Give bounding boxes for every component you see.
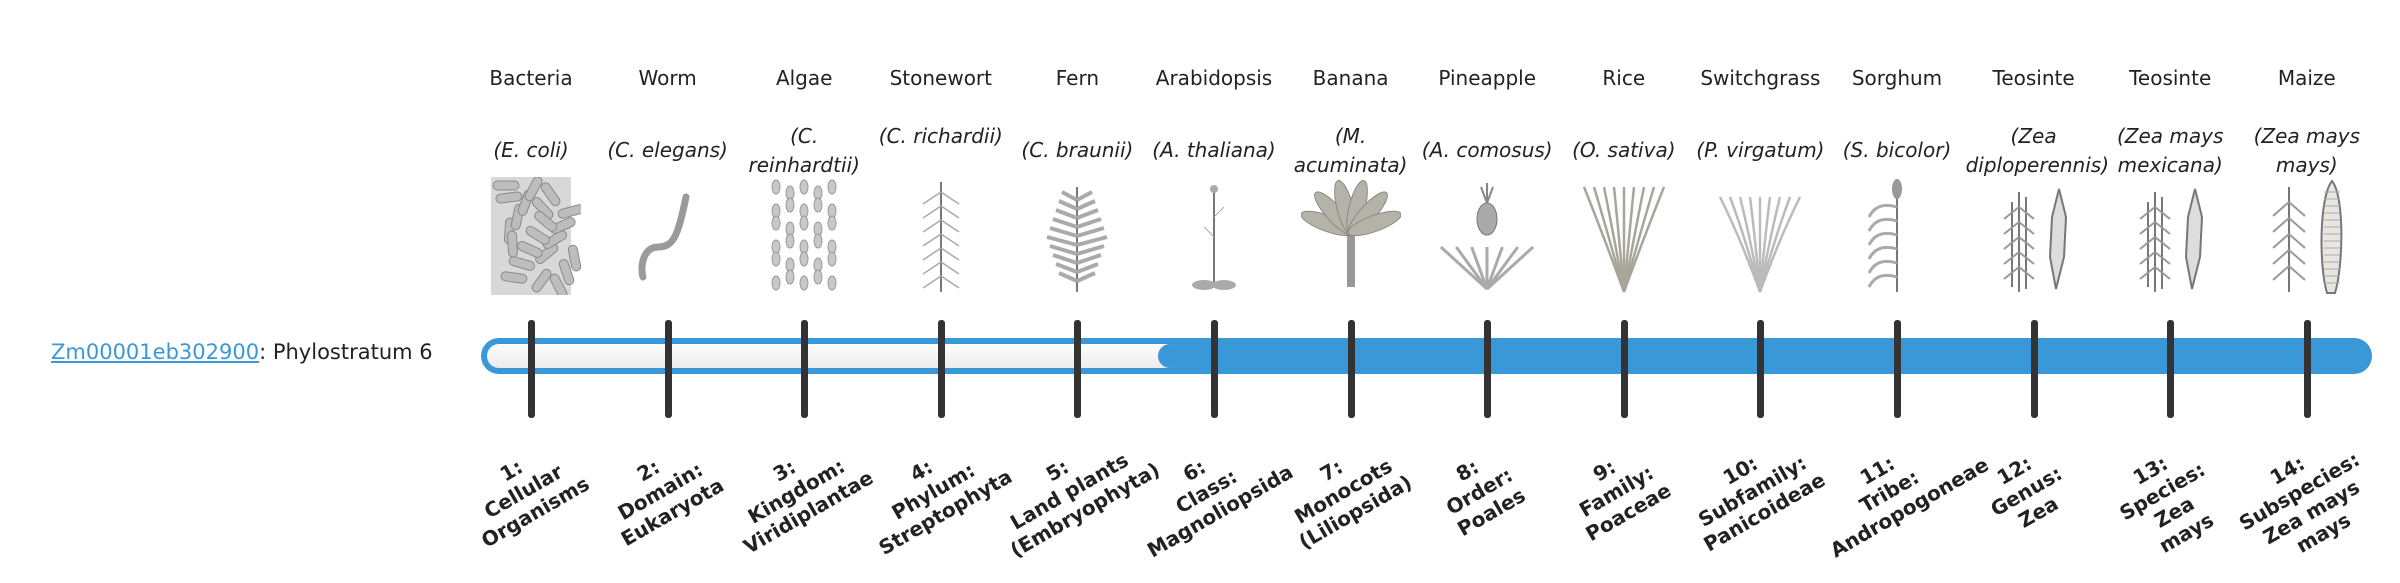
organism-species: (A. thaliana): [1152, 138, 1276, 162]
organism-species: (Zea mays mays): [2253, 124, 2360, 177]
organism-name: Worm: [638, 66, 697, 90]
organism-illustration: [1966, 177, 2102, 295]
stratum-tick: [801, 320, 809, 418]
organism-illustration: [1146, 177, 1282, 295]
stratum-label: 7: Monocots (Liliopsida): [1256, 420, 1431, 562]
organism-species: (P. virgatum): [1696, 138, 1825, 162]
stratum-label: 1: Cellular Organisms: [436, 420, 611, 562]
organism-illustration: [2102, 177, 2238, 295]
organism-name: Sorghum: [1851, 66, 1943, 90]
arabidopsis-icon: [1192, 185, 1236, 290]
stratum-tick: [2030, 320, 2038, 418]
stratum-label: 8: Order: Poales: [1392, 420, 1567, 562]
organism-name: Teosinte: [1992, 66, 2075, 90]
organism-name: Maize: [2277, 66, 2336, 90]
stratum-tick: [1347, 320, 1355, 418]
stratum-label: 6: Class: Magnoliopsida: [1119, 420, 1297, 563]
stratum-label: 3: Kingdom: Viridiplantae: [709, 420, 884, 562]
pineapple-icon: [1440, 183, 1535, 291]
organism-illustration: [1009, 177, 1145, 295]
switchgrass-icon: [1719, 196, 1802, 293]
phylostratum-bar: [481, 338, 2372, 374]
stratum-tick: [1894, 320, 1901, 418]
gene-phylostratum-label: Zm00001eb302900: Phylostratum 6: [51, 340, 433, 364]
organism-name: Switchgrass: [1700, 66, 1821, 90]
organism-species: (O. sativa): [1572, 138, 1676, 162]
fern-icon: [1046, 187, 1108, 292]
organism-species: (C. elegans): [607, 138, 728, 162]
stratum-tick: [937, 320, 945, 418]
organism-illustration: [736, 177, 872, 295]
stratum-tick: [2303, 320, 2311, 418]
gene-id-link[interactable]: Zm00001eb302900: [51, 340, 260, 364]
organism-name: Arabidopsis: [1155, 66, 1273, 90]
teosinte-icon: [2139, 188, 2204, 292]
organism-illustration: [1556, 177, 1692, 295]
organism-name: Pineapple: [1438, 66, 1537, 90]
bacteria-rods-icon: [491, 177, 581, 295]
organism-illustration: [1283, 177, 1419, 295]
organism-illustration: [600, 177, 736, 295]
stratum-tick: [1620, 320, 1628, 418]
stratum-label: 2: Domain: Eukaryota: [573, 420, 748, 562]
stratum-label: 12: Genus: Zea: [1939, 420, 2114, 562]
organism-species: (A. comosus): [1421, 138, 1553, 162]
stonewort-icon: [922, 182, 960, 292]
organism-species: (M. acuminata): [1293, 124, 1408, 177]
algae-cells-icon: [771, 179, 837, 291]
organism-species: (C. braunii): [1021, 138, 1134, 162]
organism-species: (S. bicolor): [1842, 138, 1952, 162]
stratum-label: 5: Land plants (Embryophyta): [982, 420, 1164, 563]
organism-illustration: [1692, 177, 1828, 295]
organism-name: Teosinte: [2129, 66, 2212, 90]
organism-name: Algae: [775, 66, 833, 90]
organism-species: (Zea diploperennis): [1965, 124, 2109, 177]
stratum-label: 9: Family: Poaceae: [1529, 420, 1704, 562]
sorghum-icon: [1867, 179, 1902, 292]
organism-illustration: [463, 177, 599, 295]
worm-icon: [638, 193, 690, 281]
organism-species: (Zea mays mexicana): [2116, 124, 2224, 177]
organism-name: Banana: [1312, 66, 1389, 90]
stratum-tick: [2167, 320, 2175, 418]
stratum-label: 11: Tribe: Andropogoneae: [1802, 420, 1993, 562]
organism-illustration: [873, 177, 1009, 295]
stratum-tick: [1211, 320, 1218, 418]
organism-illustration: [1829, 177, 1965, 295]
banana-plant-icon: [1300, 180, 1401, 287]
teosinte-icon: [2002, 188, 2067, 292]
rice-icon: [1582, 186, 1665, 293]
organism-name: Rice: [1602, 66, 1646, 90]
organism-species: (C. richardii): [878, 124, 1003, 148]
maize-icon: [2272, 179, 2343, 294]
stratum-tick: [1074, 320, 1082, 418]
organism-illustration: [2239, 177, 2375, 295]
stratum-label: 14: Subspecies: Zea mays mays: [2212, 420, 2399, 583]
stratum-tick: [528, 320, 535, 418]
organism-illustration: [1419, 177, 1555, 295]
stratum-tick: [664, 320, 672, 418]
phylostratum-text: Phylostratum 6: [272, 340, 433, 364]
organism-name: Fern: [1055, 66, 1100, 90]
organism-species: (C. reinhardtii): [748, 124, 860, 177]
organism-name: Stonewort: [889, 66, 992, 90]
stratum-label: 4: Phylum: Streptophyta: [846, 420, 1021, 562]
bar-empty-portion: [487, 344, 1182, 368]
organism-species: (E. coli): [493, 138, 569, 162]
organism-name: Bacteria: [489, 66, 573, 90]
separator: :: [259, 340, 273, 364]
stratum-label: 10: Subfamily: Panicoideae: [1665, 420, 1840, 562]
stratum-tick: [1484, 320, 1492, 418]
stratum-tick: [1757, 320, 1765, 418]
